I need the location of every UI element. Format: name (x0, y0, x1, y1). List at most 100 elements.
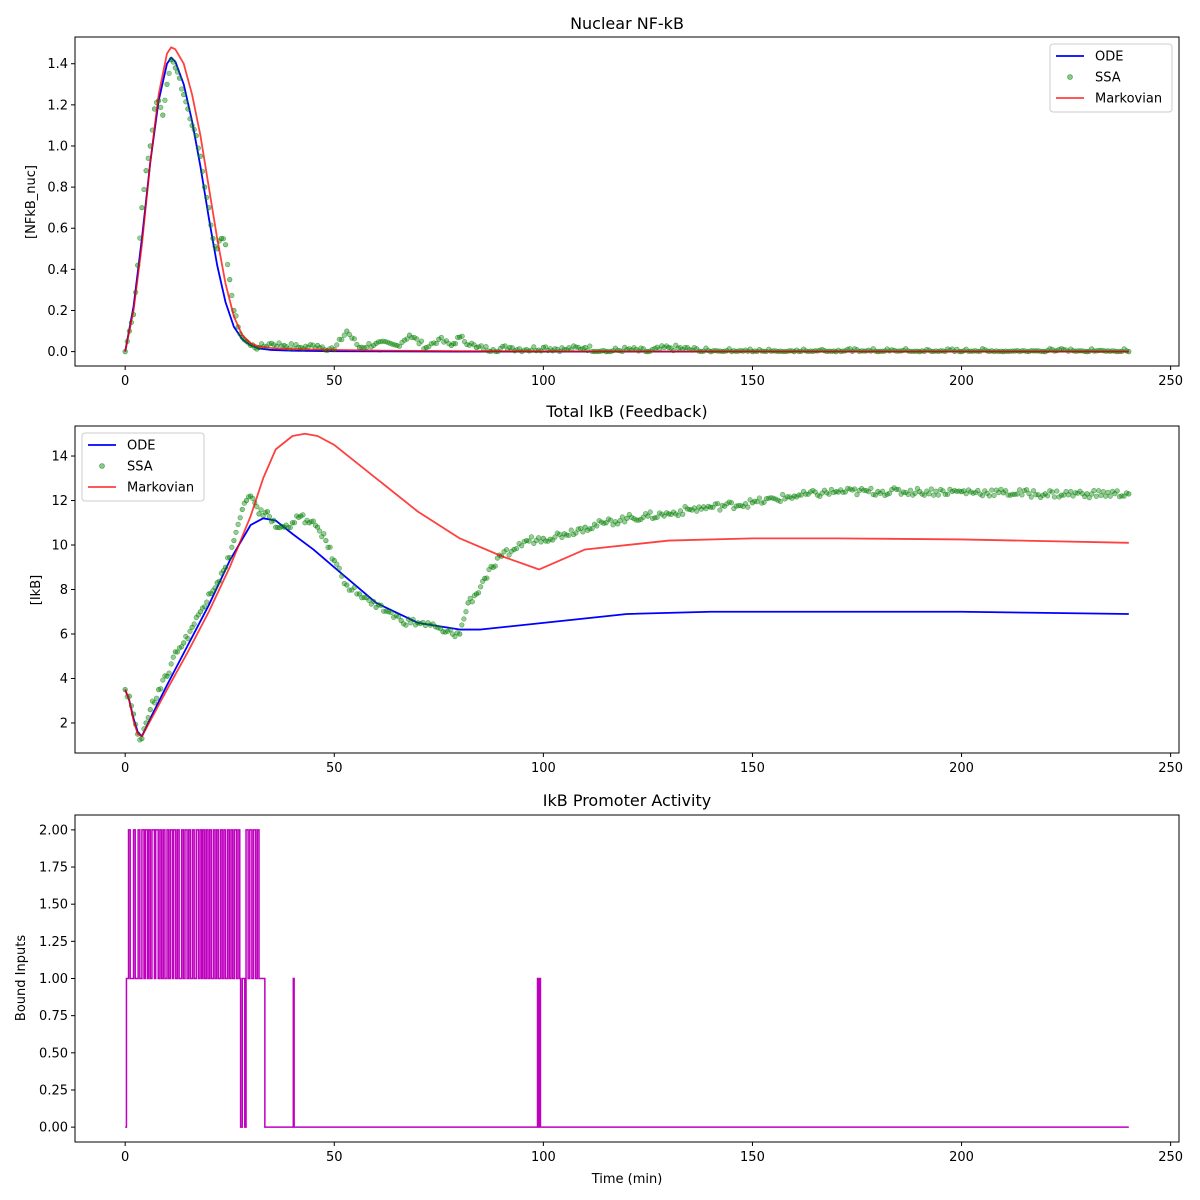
ssa-point (139, 205, 145, 211)
ssa-point (227, 277, 233, 283)
ssa-point (463, 609, 469, 615)
ssa-point (502, 343, 508, 349)
ssa-point (351, 584, 357, 590)
y-tick-label: 1.25 (39, 935, 68, 950)
ssa-point (940, 488, 946, 494)
legend-label: SSA (1095, 71, 1121, 86)
ssa-point (589, 525, 595, 532)
ssa-point (185, 106, 191, 112)
ssa-point (237, 515, 243, 521)
plot-area: 0 50 100 150 200 250 2 4 6 8 10 12 14 ODE SSA Markovian (51, 425, 1183, 776)
ssa-point (351, 336, 357, 342)
markovian-series (124, 46, 1129, 353)
x-tick-label: 250 (1158, 761, 1183, 776)
series-group (125, 829, 1129, 1128)
ssa-point (1114, 488, 1120, 494)
ssa-point (475, 590, 482, 596)
ssa-point (826, 491, 832, 497)
plot-area: 0 50 100 150 200 250 0.0 0.2 0.4 0.6 0.8 1.0 1.2 1.4 O… (47, 36, 1183, 389)
ssa-point (187, 628, 193, 634)
y-tick-label: 1.75 (39, 861, 68, 876)
ssa-point (158, 104, 164, 110)
ssa-point (1054, 488, 1060, 494)
ssa-point (268, 340, 275, 346)
x-tick-label: 200 (949, 374, 974, 389)
legend: ODE SSA Markovian (81, 432, 205, 502)
ssa-point (189, 122, 195, 129)
ssa-point (447, 627, 453, 633)
legend-frame (1049, 43, 1173, 113)
ssa-point (454, 630, 460, 636)
ssa-point (287, 524, 293, 531)
ssa-point (199, 168, 206, 174)
ssa-point (438, 334, 444, 341)
ssa-point (339, 336, 345, 343)
ssa-point (334, 342, 340, 348)
ssa-point (391, 614, 397, 620)
ssa-point (170, 654, 176, 660)
ssa-point (543, 344, 549, 350)
ssa-point (622, 519, 628, 525)
ssa-point (271, 342, 277, 348)
y-tick-label: 0.6 (47, 222, 68, 237)
ssa-point (210, 235, 216, 242)
x-tick-label: 100 (531, 374, 556, 389)
ssa-point (465, 600, 471, 606)
ssa-point (461, 616, 467, 622)
ssa-point (1023, 487, 1030, 493)
ssa-point (1019, 492, 1025, 498)
ssa-point (271, 517, 277, 523)
y-axis-label: Bound Inputs (14, 935, 29, 1021)
ssa-point (654, 514, 660, 520)
ssa-point (378, 602, 384, 608)
ssa-point (222, 242, 229, 248)
ssa-point (174, 649, 181, 655)
ssa-point (528, 534, 535, 540)
ssa-point (761, 499, 767, 505)
y-tick-label: 2 (60, 716, 68, 731)
ssa-point (206, 205, 212, 211)
ssa-point (204, 599, 210, 605)
ssa-point (235, 521, 241, 527)
ssa-point (566, 532, 572, 538)
ssa-point (452, 341, 459, 347)
ssa-point (227, 554, 233, 560)
panel-ikb: Total IkB (Feedback) [IkB] 0 50 100 150 200 2… (29, 402, 1183, 776)
ssa-point (396, 614, 402, 620)
ssa-point (212, 585, 218, 591)
ssa-point (356, 591, 362, 597)
axes-frame (74, 36, 1180, 367)
ssa-point (417, 621, 424, 627)
y-tick-label: 10 (51, 539, 68, 554)
ssa-point (568, 527, 574, 533)
ssa-point (896, 486, 902, 493)
ssa-point (433, 340, 439, 347)
ssa-point (559, 534, 565, 541)
x-tick-label: 200 (949, 761, 974, 776)
ssa-point (1026, 490, 1032, 497)
ssa-point (331, 557, 337, 564)
ssa-point (989, 487, 995, 493)
ssa-point (179, 86, 185, 92)
ssa-point (979, 493, 986, 499)
ssa-point (151, 700, 158, 706)
ssa-point (907, 487, 914, 493)
x-tick-label: 100 (531, 761, 556, 776)
ssa-point (266, 513, 273, 520)
ssa-point (879, 488, 886, 494)
x-tick-label: 250 (1158, 1150, 1183, 1165)
ssa-point (986, 493, 993, 499)
ssa-point (921, 492, 927, 498)
ssa-point (647, 509, 653, 515)
ssa-point (1100, 489, 1106, 495)
ssa-point (371, 598, 377, 605)
ssa-point (526, 538, 532, 544)
y-tick-label: 0.0 (47, 345, 68, 360)
ssa-point (717, 507, 723, 513)
ssa-point (715, 501, 721, 507)
ssa-point (164, 81, 170, 87)
ssa-point (187, 116, 193, 122)
ssa-point (933, 488, 939, 494)
ssa-point (963, 491, 969, 497)
